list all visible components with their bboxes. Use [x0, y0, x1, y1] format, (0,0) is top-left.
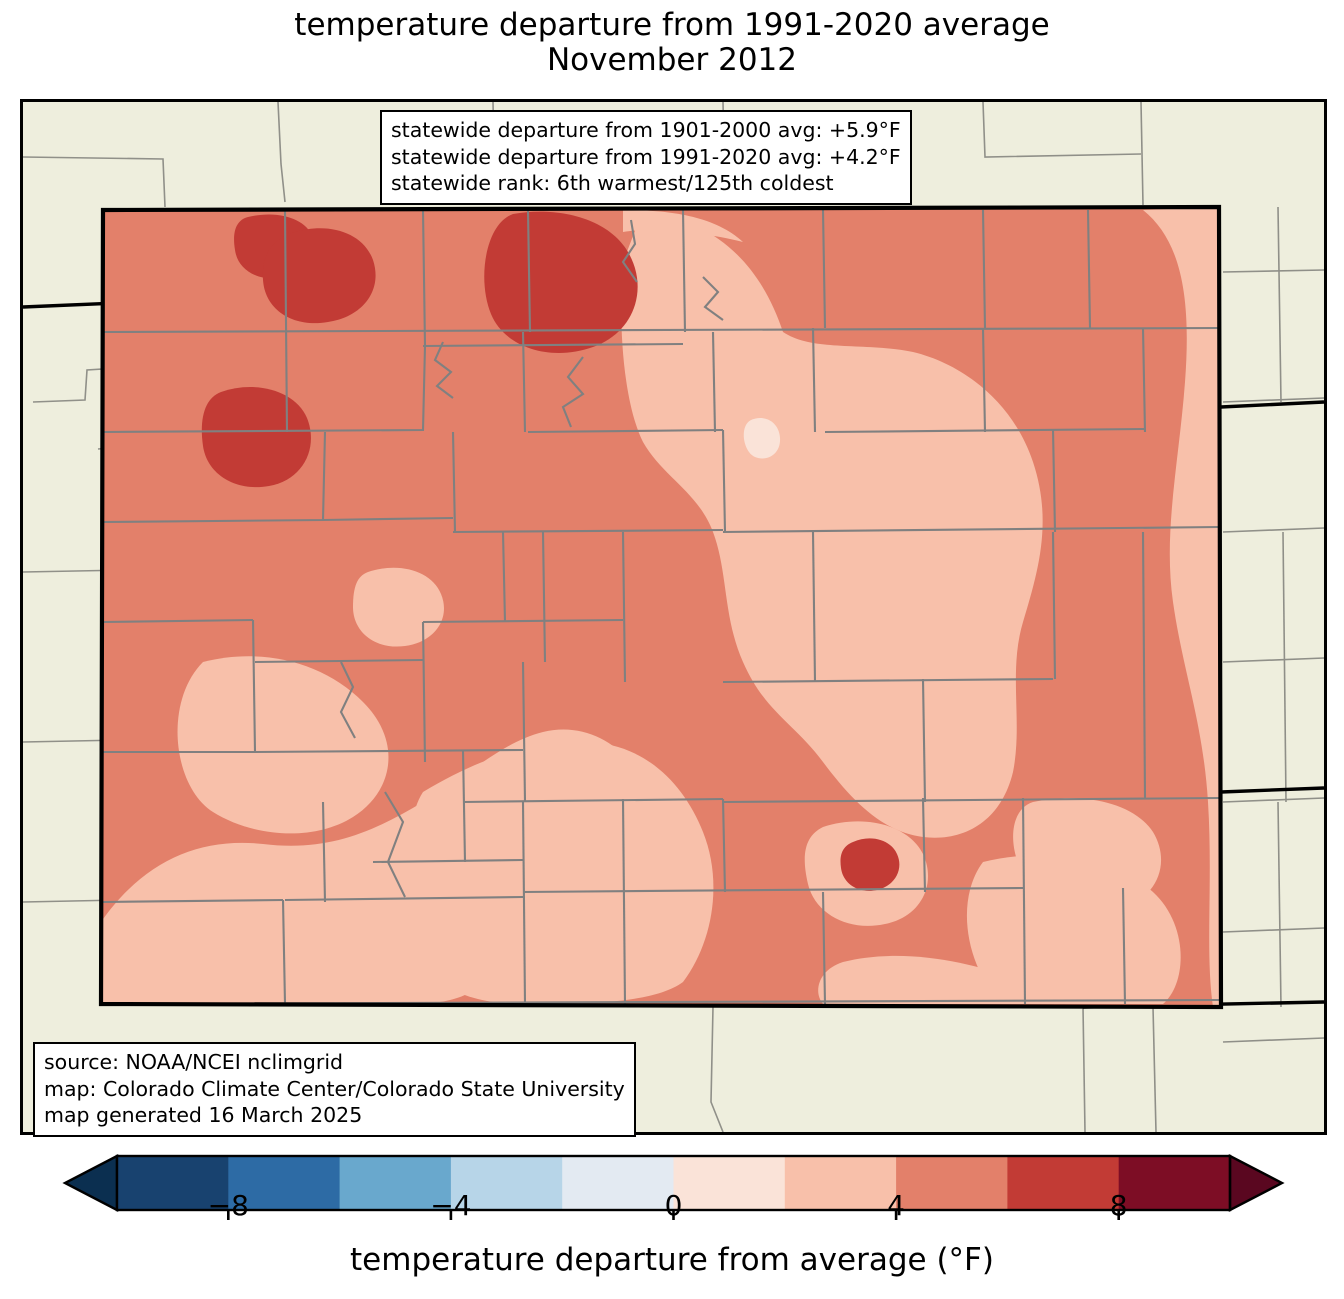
- title-line-2: November 2012: [546, 42, 797, 79]
- colorbar-band: [1007, 1156, 1120, 1210]
- temperature-departure-field: [101, 207, 1221, 1007]
- colorbar-band: [339, 1156, 452, 1210]
- title-line-1: temperature departure from 1991-2020 ave…: [294, 7, 1050, 43]
- colorado-state-border: [98, 204, 1224, 1010]
- statewide-stats-box: statewide departure from 1901-2000 avg: …: [380, 110, 912, 205]
- colorbar-band-group: [62, 1154, 1285, 1212]
- colorbar-tick-label: −4: [430, 1189, 472, 1222]
- source-line-1: source: NOAA/NCEI nclimgrid: [44, 1050, 344, 1074]
- band-6-to-8: [201, 211, 900, 891]
- source-line-3: map generated 16 March 2025: [44, 1103, 363, 1128]
- colorbar-band: [228, 1156, 341, 1210]
- map-panel: [20, 99, 1327, 1135]
- figure-title: temperature departure from 1991-2020 ave…: [0, 7, 1344, 79]
- colorbar-tick-labels: −8 −4 0 4 8: [0, 1189, 1344, 1229]
- colorado-county-lines: [102, 209, 1220, 1006]
- colorbar-tick-label: −8: [207, 1189, 249, 1222]
- colorbar-band: [896, 1156, 1008, 1210]
- colorbar-tick-label: 0: [664, 1189, 683, 1222]
- colorbar-band: [117, 1156, 229, 1210]
- stats-line-3: statewide rank: 6th warmest/125th coldes…: [391, 171, 834, 196]
- colorbar-tick-label: 8: [1109, 1189, 1128, 1222]
- colorbar: −8 −4 0 4 8 temperature departure from avera…: [0, 1148, 1344, 1299]
- source-credit-box: source: NOAA/NCEI nclimgrid map: Colorad…: [33, 1042, 636, 1137]
- stats-line-1: statewide departure from 1901-2000 avg: …: [391, 118, 901, 142]
- colorbar-tick-label: 4: [887, 1189, 906, 1222]
- colorbar-band: [450, 1156, 563, 1210]
- colorbar-band: [1118, 1156, 1231, 1210]
- colorbar-band: [673, 1156, 786, 1210]
- band-0-to-2: [743, 418, 781, 459]
- band-2-to-4: [101, 207, 1221, 1007]
- stats-line-2: statewide departure from 1991-2020 avg: …: [391, 144, 901, 169]
- colorbar-band: [562, 1156, 675, 1210]
- colorbar-tick-marks: [227, 1210, 1120, 1220]
- source-line-2: map: Colorado Climate Center/Colorado St…: [44, 1076, 625, 1101]
- colorbar-band: [784, 1156, 897, 1210]
- colorbar-swatches: [62, 1154, 1285, 1220]
- colorbar-axis-label: temperature departure from average (°F): [350, 1242, 994, 1278]
- colorado-temperature-departure-map: [23, 102, 1324, 1132]
